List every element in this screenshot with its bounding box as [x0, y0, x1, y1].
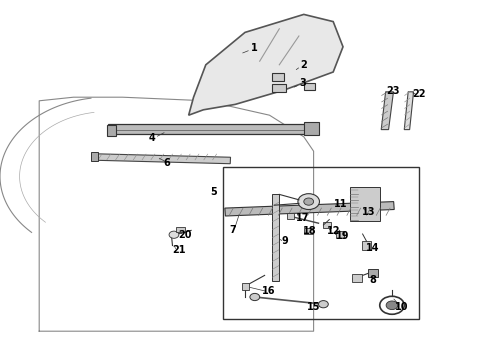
- Text: 5: 5: [210, 186, 217, 197]
- Bar: [272, 84, 286, 92]
- Polygon shape: [381, 92, 393, 130]
- Text: 2: 2: [300, 60, 307, 70]
- Bar: [287, 213, 294, 219]
- Bar: [350, 187, 380, 221]
- Text: 13: 13: [362, 207, 375, 217]
- Text: 19: 19: [336, 231, 350, 241]
- Text: 22: 22: [412, 89, 426, 99]
- Bar: [108, 124, 314, 134]
- Text: 17: 17: [296, 213, 310, 223]
- Text: 10: 10: [395, 302, 409, 312]
- Text: 14: 14: [366, 243, 379, 253]
- Text: 23: 23: [386, 86, 400, 96]
- Text: 4: 4: [148, 132, 155, 143]
- Circle shape: [318, 301, 328, 308]
- Text: 3: 3: [299, 78, 306, 88]
- Text: 12: 12: [326, 226, 340, 236]
- Bar: [272, 73, 284, 81]
- Bar: [93, 154, 230, 164]
- Text: 7: 7: [229, 225, 236, 235]
- Bar: [304, 228, 313, 234]
- Bar: [91, 152, 98, 161]
- Circle shape: [250, 293, 260, 301]
- Text: 6: 6: [163, 158, 170, 168]
- Bar: [323, 222, 331, 228]
- Text: 15: 15: [307, 302, 320, 312]
- Bar: [225, 202, 394, 216]
- Text: 18: 18: [303, 226, 317, 236]
- Text: 21: 21: [172, 245, 186, 255]
- Bar: [336, 231, 344, 238]
- Bar: [304, 83, 315, 90]
- Bar: [362, 241, 371, 250]
- Bar: [272, 194, 279, 281]
- Polygon shape: [189, 14, 343, 115]
- Bar: [304, 122, 318, 135]
- Bar: [223, 167, 419, 319]
- Bar: [352, 274, 362, 282]
- Text: 9: 9: [282, 236, 289, 246]
- Bar: [242, 283, 249, 290]
- Polygon shape: [404, 92, 414, 130]
- Bar: [107, 125, 116, 136]
- Text: 20: 20: [178, 230, 192, 240]
- Text: 11: 11: [334, 199, 347, 210]
- Circle shape: [386, 301, 398, 310]
- Text: 1: 1: [251, 42, 258, 53]
- Bar: [176, 227, 185, 232]
- Text: 16: 16: [262, 286, 275, 296]
- Circle shape: [169, 231, 179, 238]
- Text: 8: 8: [369, 275, 376, 285]
- Circle shape: [304, 198, 314, 205]
- Bar: [368, 269, 378, 277]
- Circle shape: [298, 194, 319, 210]
